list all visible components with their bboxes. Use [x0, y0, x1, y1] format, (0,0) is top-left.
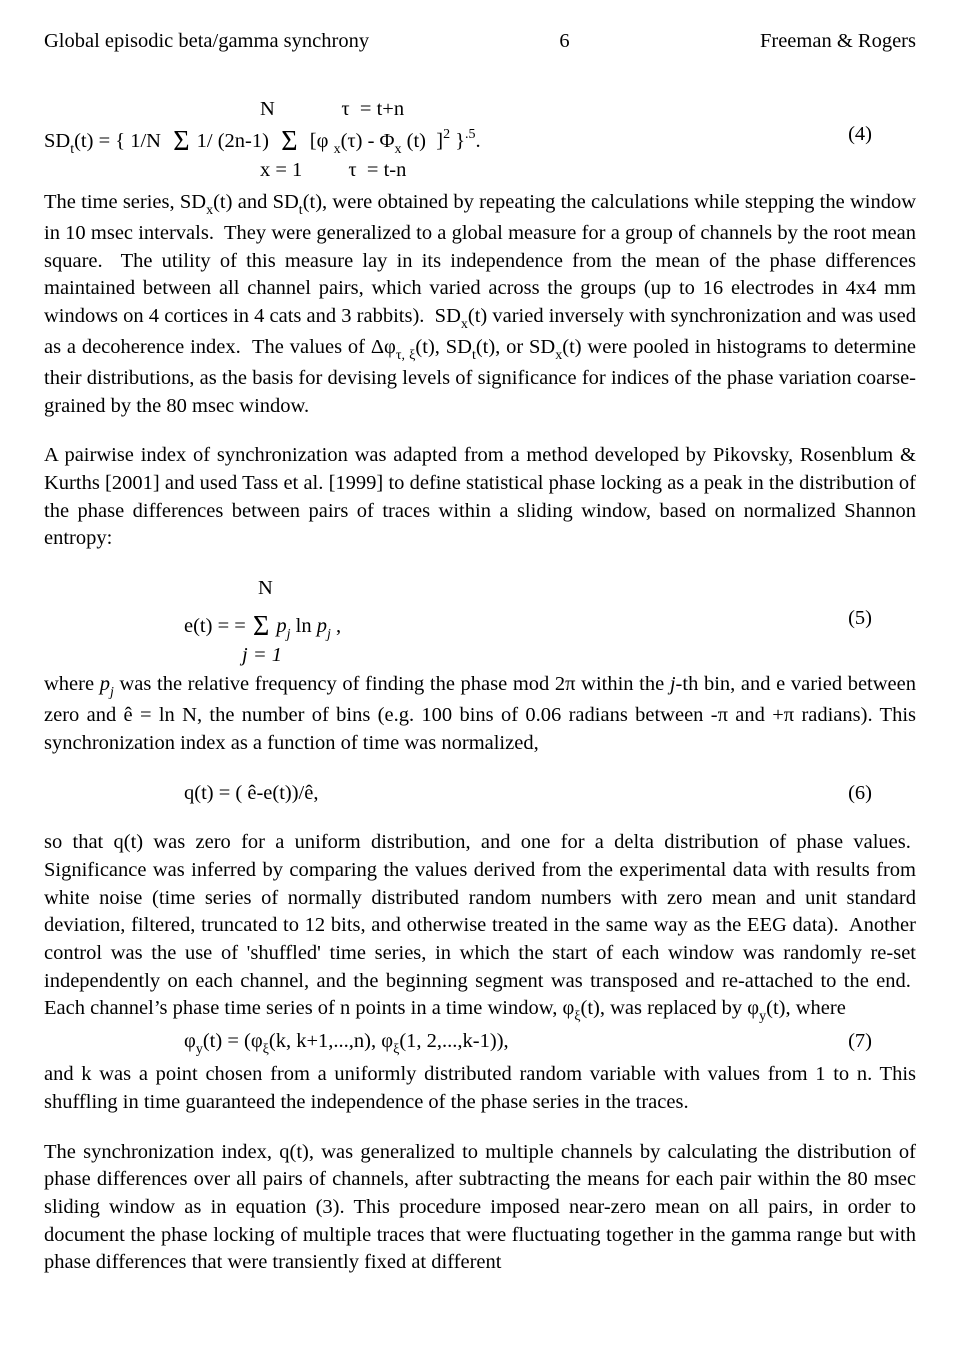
eq5-text: e(t) = = [184, 615, 251, 637]
page-header: Global episodic beta/gamma synchrony 6 F… [44, 28, 916, 56]
eq7-sub: ξ [393, 1042, 399, 1057]
eq4-main: SDt(t) = { 1/N Σ 1/ (2n-1) Σ [φ x(τ) - Φ… [44, 123, 916, 157]
eq4-sup: .5 [465, 127, 476, 142]
eq4-text: } [450, 130, 465, 152]
paragraph-1: The time series, SDx(t) and SDt(t), were… [44, 189, 916, 420]
eq5-text: , [331, 615, 341, 637]
header-right: Freeman & Rogers [760, 28, 916, 56]
eq6-text: q(t) = ( ê-e(t))/ê, [184, 782, 318, 804]
eq4-text: (t) ] [402, 130, 444, 152]
eq7-text: (t) = (φ [203, 1030, 263, 1052]
eq4-bottom-limits: x = 1 τ = t-n [260, 159, 916, 183]
page-number: 6 [559, 28, 569, 56]
equation-number-5: (5) [848, 605, 872, 633]
paragraph-6: The synchronization index, q(t), was gen… [44, 1139, 916, 1277]
equation-number-4: (4) [848, 123, 872, 147]
eq7-text: (1, 2,...,k-1)), [399, 1030, 508, 1052]
sigma-symbol: Σ [251, 611, 271, 642]
eq4-text: (t) = { 1/N [74, 130, 171, 152]
eq4-sub: t [70, 142, 74, 157]
sigma-symbol: Σ [171, 126, 191, 157]
para3-pj: p [100, 673, 110, 695]
equation-number-6: (6) [848, 780, 872, 808]
eq5-main: e(t) = = Σ pj ln ln ppj , (5) [184, 605, 916, 644]
eq4-sub: x [395, 142, 402, 157]
eq7-text: (k, k+1,...,n), φ [269, 1030, 393, 1052]
eq4-text: [φ [300, 130, 334, 152]
eq5-text: p [271, 615, 286, 637]
equation-7: φy(t) = (φξ(k, k+1,...,n), φξ(1, 2,...,k… [184, 1028, 916, 1059]
para3-text: was the relative frequency of finding th… [114, 673, 670, 695]
eq4-text: 1/ (2n-1) [192, 130, 280, 152]
eq4-text: SD [44, 130, 70, 152]
equation-5: N e(t) = = Σ pj ln ln ppj , (5) j = 1 [44, 575, 916, 669]
eq5-top-limit: N [258, 575, 916, 603]
eq7-sub: ξ [263, 1042, 269, 1057]
header-left: Global episodic beta/gamma synchrony [44, 28, 369, 56]
sigma-symbol: Σ [279, 126, 299, 157]
equation-4: N τ = t+n SDt(t) = { 1/N Σ 1/ (2n-1) Σ [… [44, 98, 916, 183]
eq4-sub: x [334, 142, 341, 157]
paragraph-3: where pj was the relative frequency of f… [44, 671, 916, 757]
para3-pj-sub: j [110, 685, 114, 700]
para3-text: where [44, 673, 100, 695]
eq5-sub: j [327, 627, 331, 642]
equation-number-7: (7) [848, 1028, 872, 1056]
eq4-top-limits: N τ = t+n [260, 98, 916, 122]
eq4-text: . [476, 130, 481, 152]
paragraph-2: A pairwise index of synchronization was … [44, 442, 916, 553]
eq4-text: (τ) - Φ [341, 130, 395, 152]
paragraph-5: and k was a point chosen from a uniforml… [44, 1061, 916, 1116]
eq7-sub: y [196, 1042, 203, 1057]
eq5-sub: j [287, 627, 291, 642]
eq4-sup: 2 [443, 127, 450, 142]
paragraph-4: so that q(t) was zero for a uniform dist… [44, 829, 916, 1026]
equation-6: q(t) = ( ê-e(t))/ê, (6) [184, 780, 916, 808]
eq7-text: φ [184, 1030, 196, 1052]
eq5-bottom-limit: j = 1 [242, 642, 916, 670]
